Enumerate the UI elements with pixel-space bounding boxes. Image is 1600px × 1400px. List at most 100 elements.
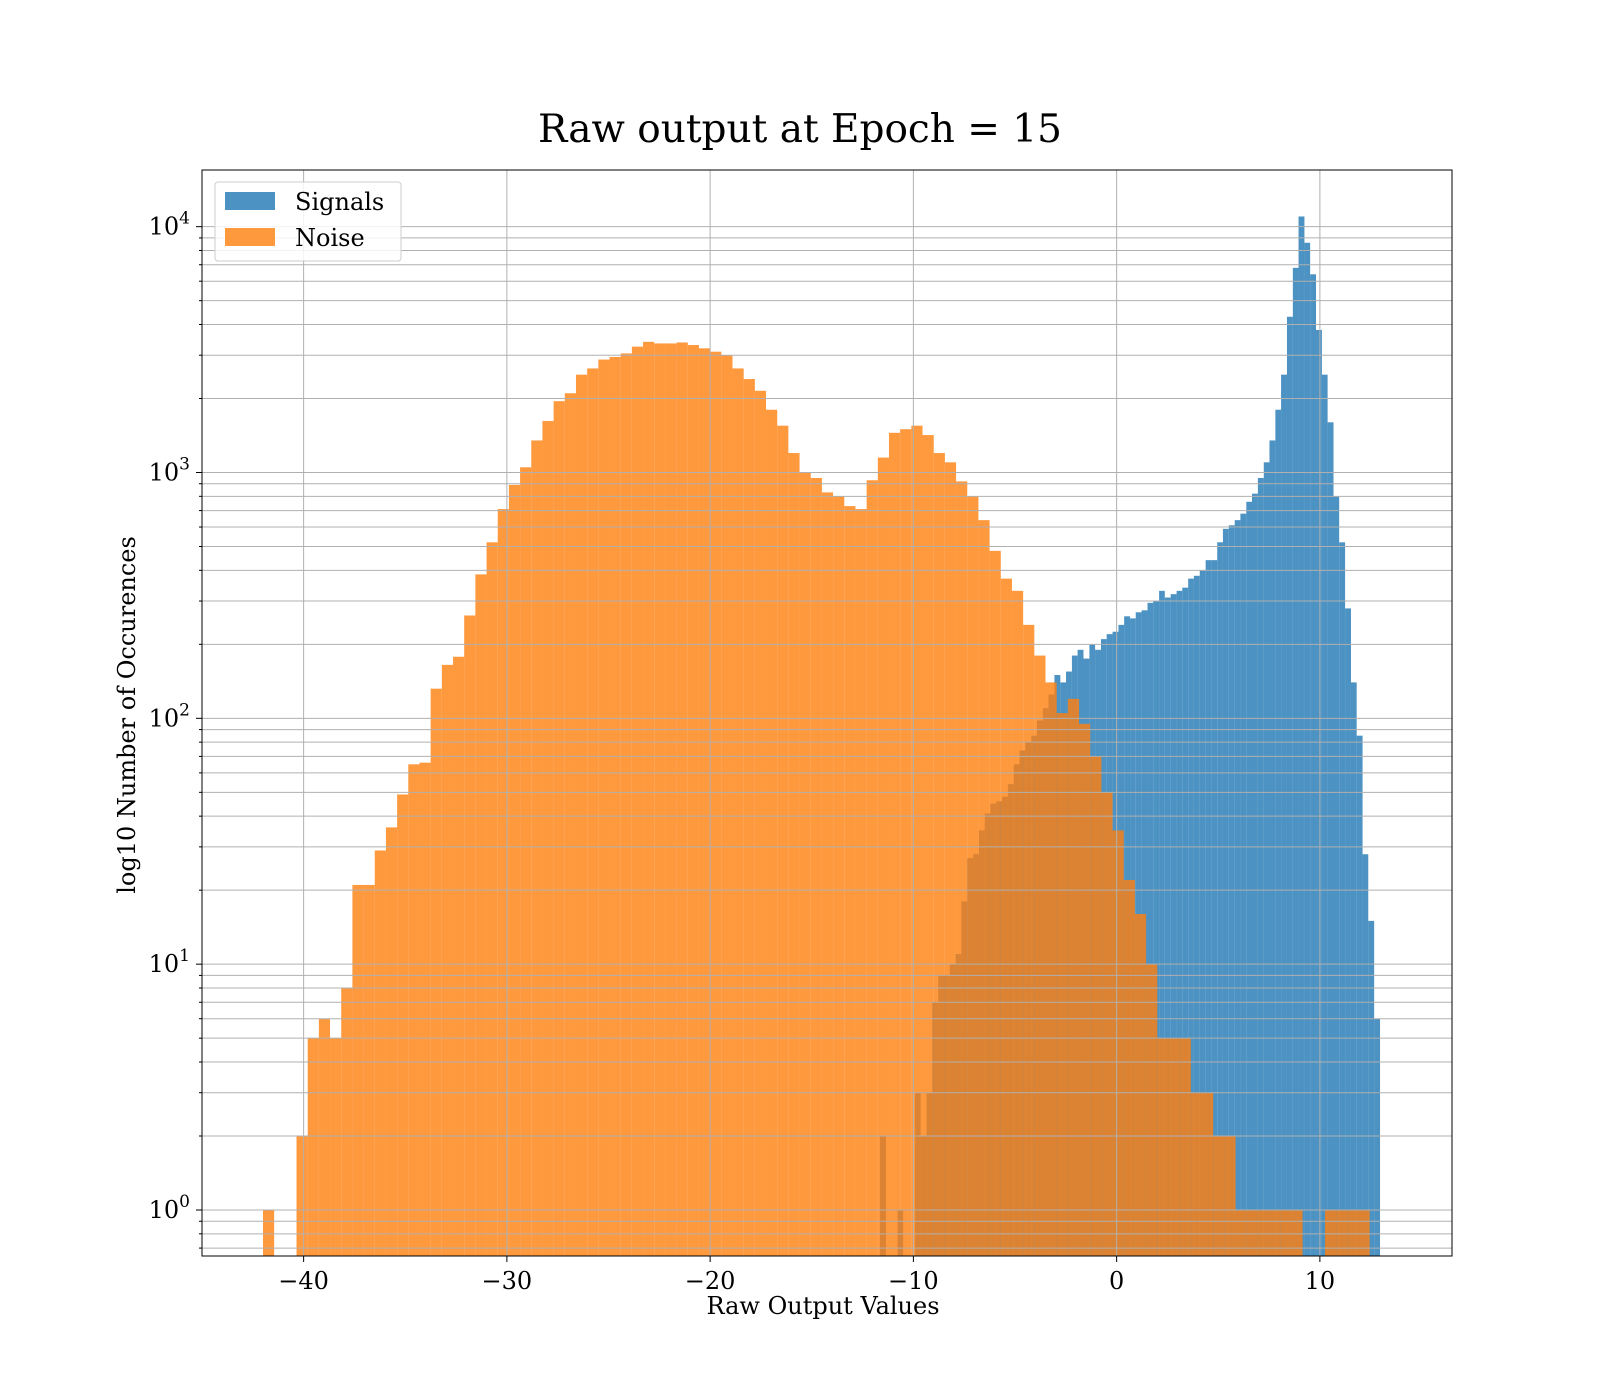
- bar-noise: [464, 615, 476, 1256]
- bar-noise: [598, 359, 610, 1256]
- bar-noise: [877, 457, 889, 1256]
- bar-noise: [1000, 578, 1012, 1256]
- x-tick-label: 0: [1109, 1267, 1124, 1295]
- bar-noise: [553, 401, 565, 1256]
- bar-noise: [296, 1136, 308, 1256]
- y-axis-label: log10 Number of Occurences: [113, 536, 141, 894]
- bar-noise: [956, 481, 968, 1256]
- bar-signals: [1345, 608, 1351, 1256]
- bar-noise: [620, 353, 632, 1256]
- bar-noise: [665, 343, 677, 1256]
- bar-noise: [1056, 713, 1068, 1256]
- bar-signals: [1188, 578, 1194, 1256]
- bar-signals: [1374, 1018, 1381, 1256]
- bar-noise: [989, 550, 1001, 1256]
- bar-signals: [1159, 590, 1165, 1256]
- bar-signals: [1333, 496, 1340, 1256]
- bar-noise: [352, 884, 364, 1256]
- bar-signals: [1298, 216, 1305, 1257]
- y-tick-label: 102: [149, 700, 190, 732]
- bar-signals: [1339, 542, 1346, 1256]
- bar-noise: [1235, 1210, 1247, 1256]
- bar-noise: [710, 351, 722, 1256]
- bar-noise: [1202, 1092, 1214, 1256]
- bar-noise: [1090, 756, 1102, 1256]
- plot-frame: [201, 169, 1453, 1257]
- bar-noise: [766, 409, 778, 1256]
- legend-label-signals: Signals: [295, 188, 384, 216]
- bar-noise: [1269, 1210, 1281, 1256]
- bar-signals: [1182, 587, 1189, 1256]
- bar-noise: [531, 440, 543, 1256]
- bar-signals: [1350, 682, 1357, 1256]
- bar-noise: [698, 348, 711, 1256]
- bar-signals: [1193, 575, 1200, 1256]
- bar-noise: [419, 762, 431, 1256]
- bar-noise: [1291, 1210, 1303, 1256]
- bar-noise: [933, 453, 945, 1256]
- bar-signals: [1310, 274, 1317, 1256]
- bar-signals: [1205, 560, 1212, 1256]
- x-axis-label: Raw Output Values: [706, 1292, 939, 1320]
- bar-signals: [1362, 854, 1369, 1256]
- bar-noise: [944, 462, 957, 1256]
- bar-noise: [453, 656, 465, 1256]
- bar-noise: [821, 492, 834, 1256]
- bar-noise: [1213, 1136, 1225, 1256]
- x-tick-label: −10: [888, 1267, 939, 1295]
- bar-noise: [262, 1210, 275, 1256]
- bar-signals: [1286, 316, 1293, 1256]
- bar-noise: [1067, 698, 1080, 1256]
- bar-noise: [922, 435, 934, 1256]
- bar-noise: [609, 356, 621, 1256]
- bar-signals: [1147, 602, 1154, 1256]
- bar-noise: [430, 688, 442, 1256]
- y-axis-ticks: 100 101 102 103 104: [149, 209, 202, 1249]
- bar-noise: [900, 429, 912, 1256]
- bar-noise: [1246, 1210, 1258, 1256]
- bar-signals: [1257, 477, 1264, 1257]
- bar-noise: [1257, 1210, 1270, 1256]
- bar-noise: [833, 496, 845, 1256]
- chart-title: Raw output at Epoch = 15: [538, 107, 1062, 152]
- bar-signals: [1269, 440, 1276, 1256]
- bar-noise: [799, 472, 811, 1256]
- bar-noise: [330, 1038, 342, 1256]
- bar-noise: [777, 425, 789, 1256]
- bar-noise: [486, 542, 498, 1256]
- legend: Signals Noise: [214, 181, 402, 262]
- bar-signals: [1327, 422, 1334, 1256]
- bar-noise: [1336, 1210, 1348, 1256]
- bar-signals: [1211, 560, 1218, 1256]
- bar-signals: [1234, 520, 1241, 1256]
- bar-signals: [1321, 374, 1328, 1256]
- legend-swatch-signals: [225, 192, 275, 210]
- bar-noise: [888, 432, 901, 1256]
- bar-noise: [1157, 1038, 1169, 1256]
- bar-noise: [967, 496, 979, 1256]
- bar-noise: [788, 453, 800, 1256]
- x-axis-ticks: −40 −30 −20 −10 0 10: [278, 1256, 1335, 1295]
- bar-noise: [978, 520, 990, 1256]
- x-tick-label: −20: [685, 1267, 736, 1295]
- bar-signals: [1240, 513, 1247, 1256]
- bar-noise: [307, 1038, 319, 1256]
- bar-noise: [397, 794, 409, 1256]
- bar-signals: [1199, 570, 1206, 1256]
- bar-signals: [1246, 501, 1252, 1256]
- bar-noise: [676, 342, 688, 1257]
- y-tick-label: 103: [149, 454, 190, 486]
- bar-noise: [475, 574, 487, 1256]
- bar-noise: [1134, 913, 1147, 1256]
- bar-signals: [1263, 462, 1270, 1256]
- bar-signals: [1368, 920, 1375, 1256]
- bar-noise: [318, 1018, 331, 1256]
- bar-noise: [1079, 723, 1091, 1256]
- bar-noise: [643, 341, 655, 1257]
- y-tick-label: 104: [149, 209, 190, 241]
- bar-noise: [1224, 1136, 1236, 1256]
- bar-signals: [1304, 242, 1311, 1256]
- bar-noise: [855, 509, 867, 1256]
- series-noise: [262, 341, 1370, 1257]
- y-tick-label: 101: [149, 946, 190, 978]
